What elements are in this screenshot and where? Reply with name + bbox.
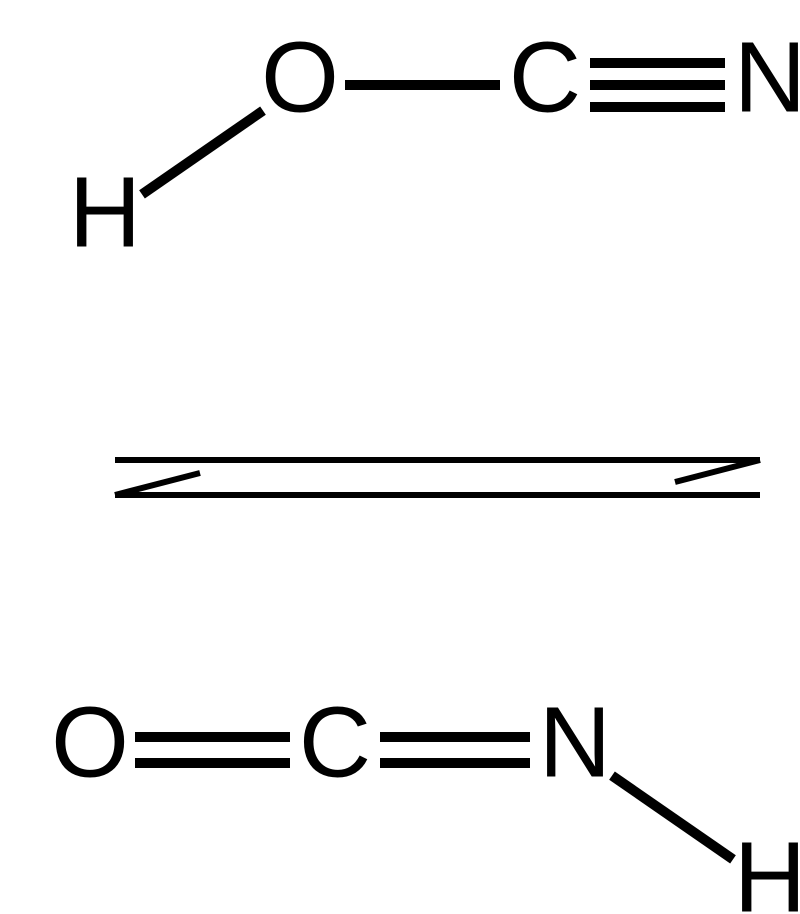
equilibrium-arrows: [115, 460, 760, 495]
bond: [142, 111, 263, 195]
atom-c: C: [299, 686, 371, 798]
atom-o: O: [51, 686, 129, 798]
bond: [612, 776, 733, 860]
atom-c: C: [509, 21, 581, 133]
reverse-arrow: [115, 473, 760, 495]
atom-n: N: [734, 21, 800, 133]
atom-h: H: [69, 156, 141, 268]
atom-o: O: [261, 21, 339, 133]
bottom: O C N H: [51, 686, 800, 914]
atom-n: N: [539, 686, 611, 798]
chemistry-diagram: H O C N O C N H: [0, 0, 800, 914]
forward-arrow: [115, 460, 760, 482]
atom-h: H: [734, 821, 800, 914]
